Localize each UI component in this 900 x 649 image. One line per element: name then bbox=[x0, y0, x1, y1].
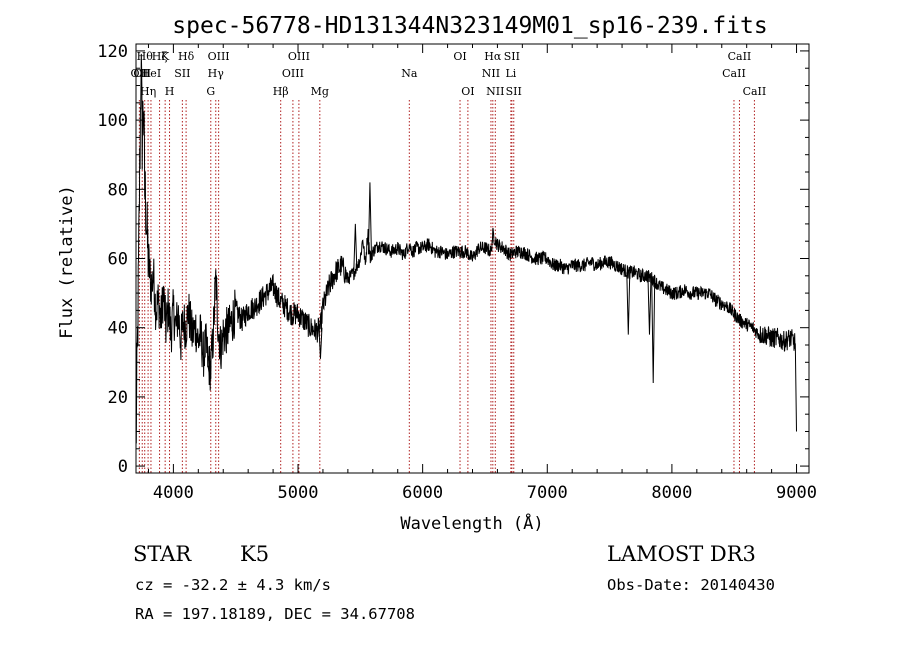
line-marker-label: SII bbox=[506, 85, 522, 98]
line-marker-label: SII bbox=[174, 67, 190, 80]
line-marker-label: Hζ bbox=[152, 50, 168, 63]
line-marker-label: Hθ bbox=[137, 50, 154, 63]
line-marker-label: OII bbox=[131, 67, 149, 80]
line-marker-label: OI bbox=[461, 85, 474, 98]
y-tick-label: 60 bbox=[108, 250, 128, 270]
flux-series bbox=[135, 53, 797, 444]
line-marker-label: OIII bbox=[288, 50, 310, 63]
x-tick-label: 4000 bbox=[153, 483, 194, 503]
object-class: STAR bbox=[133, 542, 192, 566]
line-marker-label: K bbox=[161, 50, 170, 63]
line-marker-label: G bbox=[206, 85, 215, 98]
spectrum-spike-7 bbox=[318, 327, 323, 359]
spectrum-spike-4 bbox=[647, 277, 652, 335]
line-marker-label: Li bbox=[505, 67, 516, 80]
line-marker-label: CaII bbox=[722, 67, 746, 80]
spectrum-spike-6 bbox=[207, 365, 212, 377]
x-axis-label: Wavelength (Å) bbox=[400, 512, 543, 534]
spectrum-spike-2 bbox=[213, 274, 218, 280]
line-marker-label: OI bbox=[453, 50, 466, 63]
obs-date: Obs-Date: 20140430 bbox=[607, 576, 775, 594]
x-tick-label: 9000 bbox=[776, 483, 817, 503]
line-marker-label: Mg bbox=[311, 85, 329, 98]
line-marker-label: OII bbox=[133, 67, 151, 80]
line-marker-label: CaII bbox=[728, 50, 752, 63]
y-tick-label: 0 bbox=[118, 457, 128, 477]
x-tick-label: 7000 bbox=[527, 483, 568, 503]
line-marker-label: OIII bbox=[282, 67, 304, 80]
spectrum-spike-5 bbox=[626, 272, 631, 335]
line-marker-label: Hη bbox=[140, 85, 156, 98]
ra-dec-coords: RA = 197.18189, DEC = 34.67708 bbox=[135, 605, 415, 623]
line-marker-label: NII bbox=[482, 67, 500, 80]
y-tick-label: 80 bbox=[108, 180, 128, 200]
object-subclass: K5 bbox=[240, 542, 269, 566]
line-marker-label: Hα bbox=[484, 50, 502, 63]
x-tick-label: 5000 bbox=[278, 483, 319, 503]
line-markers: OIIOIIHθHηHeIHζKHSIIHδGHγOIIIHβOIIIOIIIM… bbox=[131, 50, 767, 473]
line-marker-label: Hγ bbox=[208, 67, 225, 80]
flux-line bbox=[135, 53, 797, 444]
y-axis-label: Flux (relative) bbox=[57, 185, 77, 339]
line-marker-label: Na bbox=[401, 67, 418, 80]
line-marker-label: H bbox=[165, 85, 175, 98]
survey-name: LAMOST DR3 bbox=[607, 542, 756, 566]
line-marker-label: CaII bbox=[743, 85, 767, 98]
spectrum-spike-3 bbox=[651, 279, 656, 384]
line-marker-label: SII bbox=[504, 50, 520, 63]
line-marker-label: NII bbox=[486, 85, 504, 98]
y-tick-label: 100 bbox=[97, 111, 128, 131]
redshift-cz: cz = -32.2 ± 4.3 km/s bbox=[135, 576, 331, 594]
line-marker-label: Hβ bbox=[273, 85, 289, 98]
line-marker-label: HeI bbox=[141, 67, 161, 80]
spectrum-spike-0 bbox=[367, 182, 372, 255]
x-tick-label: 8000 bbox=[651, 483, 692, 503]
y-tick-label: 40 bbox=[108, 319, 128, 339]
x-tick-label: 6000 bbox=[402, 483, 443, 503]
axis-ticks: 4000 5000 6000 7000 8000 9000 0 20 40 60 80 100 120 bbox=[97, 42, 817, 503]
line-marker-label: OIII bbox=[208, 50, 230, 63]
y-tick-label: 20 bbox=[108, 388, 128, 408]
line-marker-label: Hδ bbox=[178, 50, 195, 63]
chart-title: spec-56778-HD131344N323149M01_sp16-239.f… bbox=[172, 13, 767, 39]
spectrum-spike-1 bbox=[353, 223, 358, 270]
y-tick-label: 120 bbox=[97, 42, 128, 62]
